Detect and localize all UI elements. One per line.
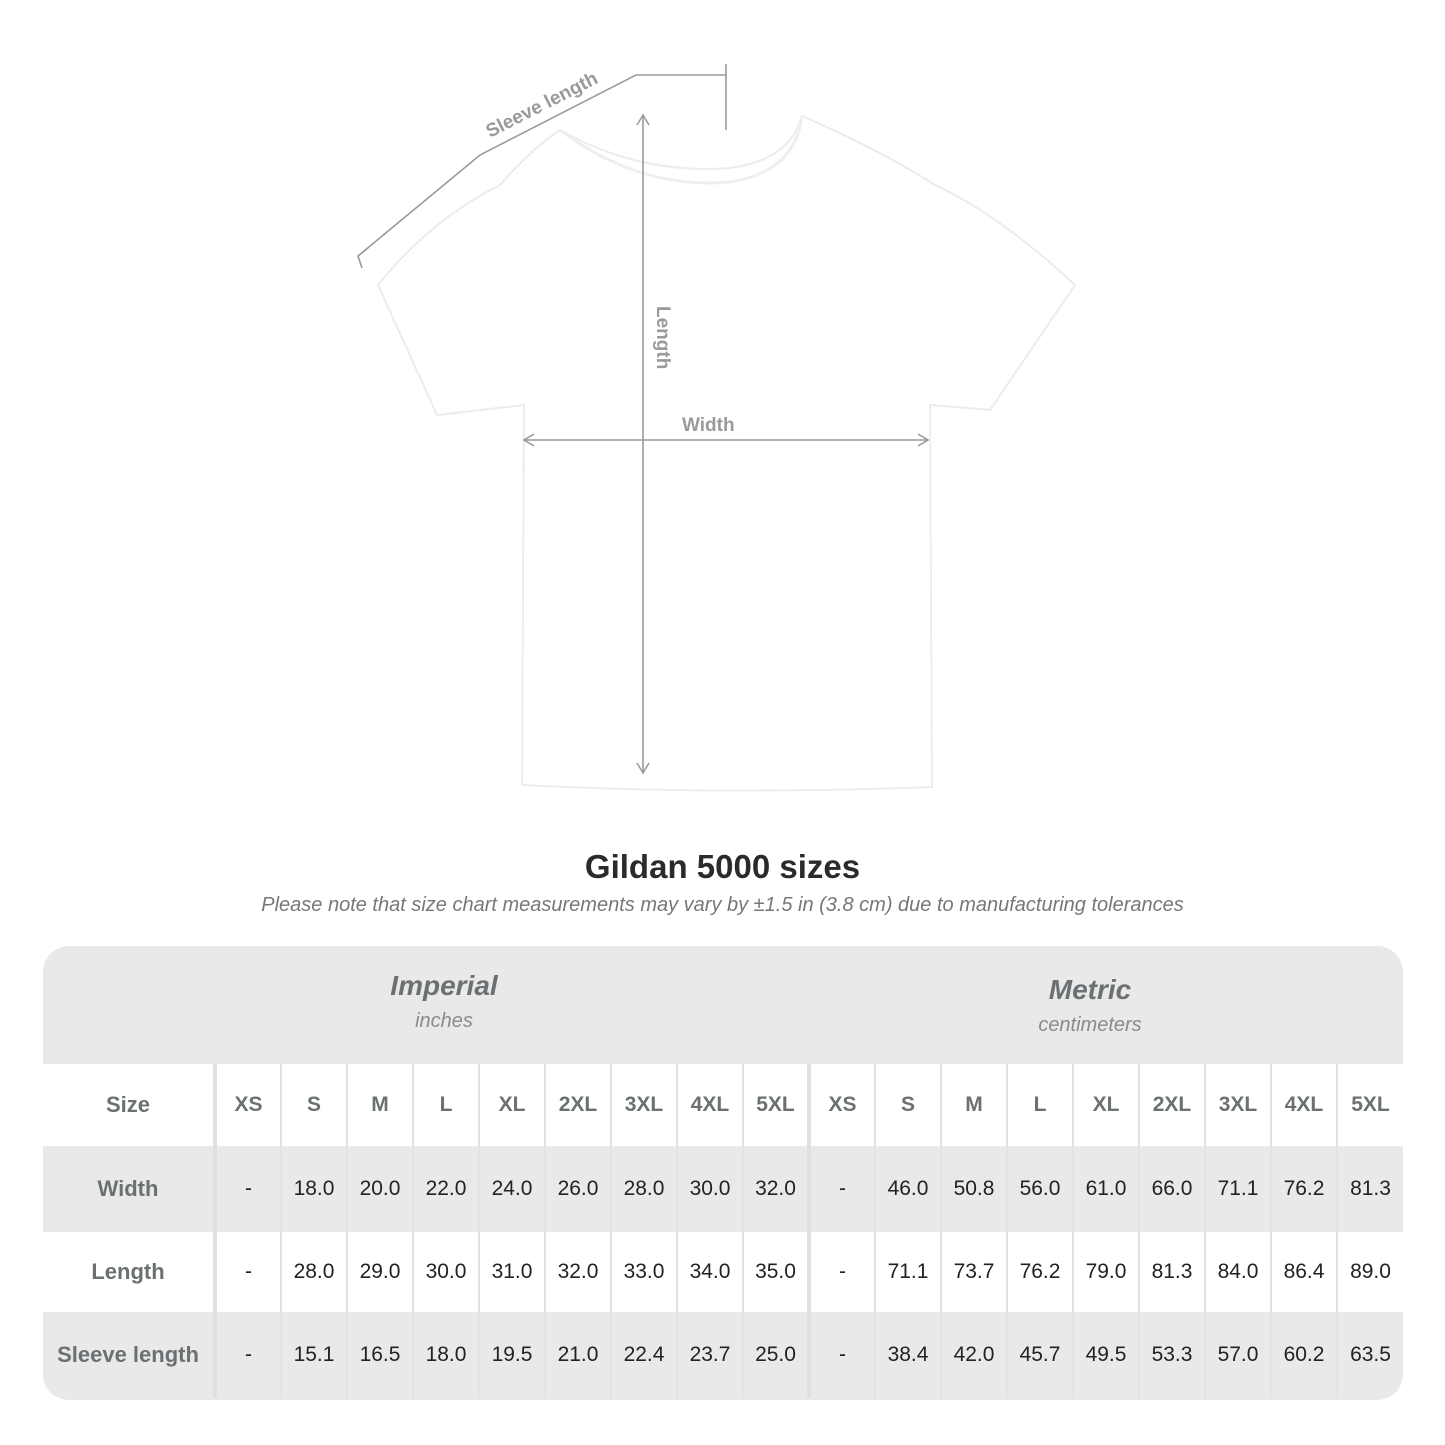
metric-size-header: L <box>1006 1064 1073 1146</box>
length-label: Length <box>652 306 673 369</box>
metric-unit: centimeters <box>1038 1014 1142 1036</box>
imperial-size-header: 2XL <box>544 1064 611 1146</box>
metric-size-header: XS <box>807 1064 875 1146</box>
imperial-size-header: 4XL <box>676 1064 743 1146</box>
metric-value-cell: 84.0 <box>1204 1232 1271 1312</box>
metric-value-cell: 57.0 <box>1204 1312 1271 1398</box>
row-label: Length <box>43 1232 215 1312</box>
collar <box>559 115 804 185</box>
imperial-value-cell: 28.0 <box>610 1146 677 1232</box>
metric-size-header: 4XL <box>1270 1064 1337 1146</box>
metric-value-cell: 81.3 <box>1336 1146 1403 1232</box>
imperial-value-cell: 33.0 <box>610 1232 677 1312</box>
imperial-size-header: 3XL <box>610 1064 677 1146</box>
size-table-card: Imperial inches Metric centimeters Size X… <box>43 946 1403 1400</box>
imperial-value-cell: 24.0 <box>478 1146 545 1232</box>
imperial-title: Imperial <box>390 970 498 1001</box>
imperial-value-cell: 32.0 <box>742 1146 809 1232</box>
imperial-value-cell: 34.0 <box>676 1232 743 1312</box>
size-table: Size XS S M L XL 2XL 3XL 4XL 5XL XS S M L XL 2XL 3XL 4XL 5… <box>43 1064 1403 1398</box>
metric-value-cell: 60.2 <box>1270 1312 1337 1398</box>
imperial-value-cell: 30.0 <box>676 1146 743 1232</box>
metric-value-cell: 38.4 <box>874 1312 941 1398</box>
metric-header: Metric centimeters <box>810 946 1370 1063</box>
imperial-size-header: S <box>280 1064 347 1146</box>
metric-size-header: S <box>874 1064 941 1146</box>
tshirt-image <box>376 114 1077 792</box>
imperial-value-cell: 25.0 <box>742 1312 809 1398</box>
metric-value-cell: 71.1 <box>874 1232 941 1312</box>
imperial-value-cell: 30.0 <box>412 1232 479 1312</box>
table-row: Length -28.0 29.0 30.0 31.0 32.0 33.0 34.0 35.0-… <box>43 1232 1403 1312</box>
imperial-value-cell: 28.0 <box>280 1232 347 1312</box>
metric-value-cell: 46.0 <box>874 1146 941 1232</box>
imperial-value-cell: 21.0 <box>544 1312 611 1398</box>
metric-value-cell: 42.0 <box>940 1312 1007 1398</box>
metric-title: Metric <box>1048 974 1132 1005</box>
sleeve-length-label: Sleeve length <box>483 68 602 142</box>
imperial-value-cell: 16.5 <box>346 1312 413 1398</box>
metric-value-cell: 73.7 <box>940 1232 1007 1312</box>
width-label: Width <box>682 415 735 436</box>
tolerance-note: Please note that size chart measurements… <box>261 894 1184 916</box>
metric-value-cell: 66.0 <box>1138 1146 1205 1232</box>
imperial-size-header: M <box>346 1064 413 1146</box>
metric-size-header: 2XL <box>1138 1064 1205 1146</box>
imperial-size-header: L <box>412 1064 479 1146</box>
imperial-value-cell: 26.0 <box>544 1146 611 1232</box>
table-row: Sleeve length -15.1 16.5 18.0 19.5 21.0 22.4 23… <box>43 1312 1403 1398</box>
imperial-size-header: XL <box>478 1064 545 1146</box>
imperial-value-cell: - <box>213 1312 281 1398</box>
metric-value-cell: 50.8 <box>940 1146 1007 1232</box>
sleeve-length-arrow <box>357 74 726 257</box>
imperial-value-cell: 18.0 <box>412 1312 479 1398</box>
imperial-value-cell: 31.0 <box>478 1232 545 1312</box>
imperial-header: Imperial inches <box>217 946 671 1063</box>
metric-size-header: 3XL <box>1204 1064 1271 1146</box>
imperial-value-cell: 22.4 <box>610 1312 677 1398</box>
metric-size-header: XL <box>1072 1064 1139 1146</box>
metric-value-cell: - <box>807 1232 875 1312</box>
row-label: Sleeve length <box>43 1312 215 1398</box>
metric-value-cell: 76.2 <box>1270 1146 1337 1232</box>
metric-value-cell: 71.1 <box>1204 1146 1271 1232</box>
metric-value-cell: 76.2 <box>1006 1232 1073 1312</box>
imperial-value-cell: 29.0 <box>346 1232 413 1312</box>
size-header-row: Size XS S M L XL 2XL 3XL 4XL 5XL XS S M L XL 2XL 3XL 4XL 5… <box>43 1064 1403 1146</box>
metric-size-header: 5XL <box>1336 1064 1403 1146</box>
metric-value-cell: 56.0 <box>1006 1146 1073 1232</box>
imperial-size-header: XS <box>213 1064 281 1146</box>
imperial-size-header: 5XL <box>742 1064 809 1146</box>
row-label: Width <box>43 1146 215 1232</box>
imperial-value-cell: 19.5 <box>478 1312 545 1398</box>
imperial-value-cell: - <box>213 1146 281 1232</box>
imperial-value-cell: 32.0 <box>544 1232 611 1312</box>
tshirt-diagram: Sleeve length Length Width <box>357 64 1077 792</box>
metric-value-cell: - <box>807 1146 875 1232</box>
size-label: Size <box>43 1064 215 1146</box>
metric-value-cell: - <box>807 1312 875 1398</box>
metric-value-cell: 45.7 <box>1006 1312 1073 1398</box>
metric-value-cell: 86.4 <box>1270 1232 1337 1312</box>
metric-value-cell: 81.3 <box>1138 1232 1205 1312</box>
imperial-value-cell: - <box>213 1232 281 1312</box>
imperial-unit: inches <box>415 1010 473 1032</box>
chart-title: Gildan 5000 sizes <box>584 848 861 885</box>
metric-value-cell: 49.5 <box>1072 1312 1139 1398</box>
imperial-value-cell: 23.7 <box>676 1312 743 1398</box>
imperial-value-cell: 35.0 <box>742 1232 809 1312</box>
imperial-value-cell: 20.0 <box>346 1146 413 1232</box>
metric-value-cell: 53.3 <box>1138 1312 1205 1398</box>
metric-size-header: M <box>940 1064 1007 1146</box>
metric-value-cell: 63.5 <box>1336 1312 1403 1398</box>
table-row: Width -18.0 20.0 22.0 24.0 26.0 28.0 30.0 32.0-4… <box>43 1146 1403 1232</box>
metric-value-cell: 61.0 <box>1072 1146 1139 1232</box>
metric-value-cell: 79.0 <box>1072 1232 1139 1312</box>
imperial-value-cell: 18.0 <box>280 1146 347 1232</box>
imperial-value-cell: 22.0 <box>412 1146 479 1232</box>
metric-value-cell: 89.0 <box>1336 1232 1403 1312</box>
imperial-value-cell: 15.1 <box>280 1312 347 1398</box>
